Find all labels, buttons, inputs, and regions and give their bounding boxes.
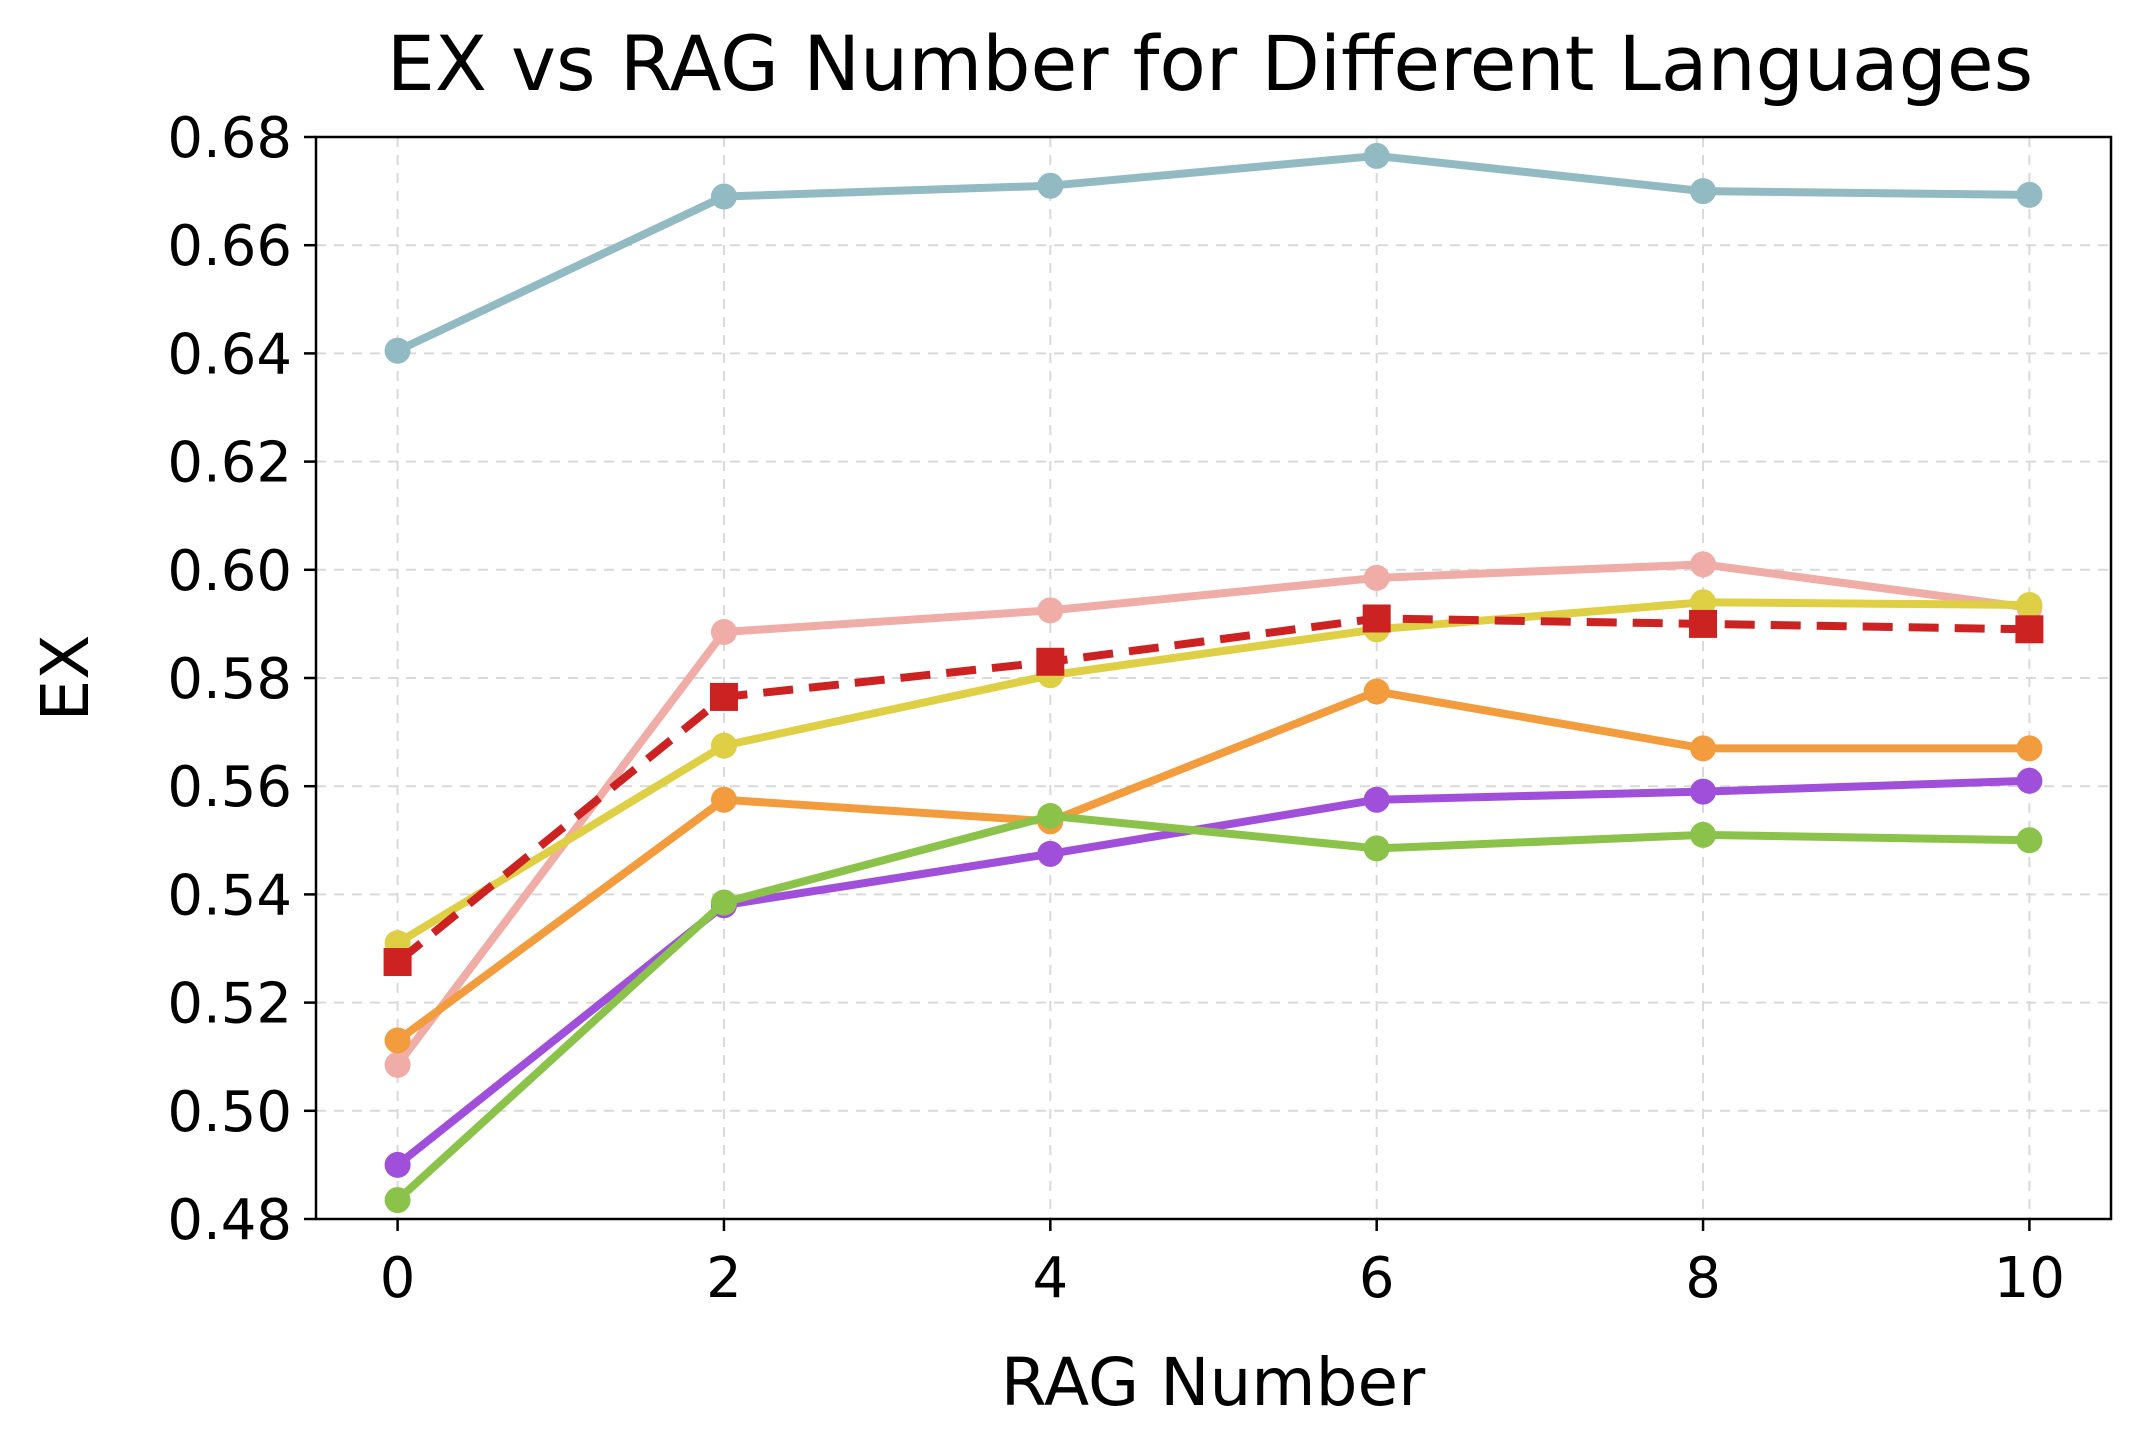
data-point	[384, 337, 411, 364]
data-point	[384, 1151, 411, 1178]
data-point	[710, 183, 737, 210]
data-point	[1690, 589, 1717, 616]
data-point	[1037, 172, 1064, 199]
y-tick-label: 0.58	[167, 647, 292, 712]
series-5	[384, 802, 2043, 1214]
series-3	[384, 678, 2043, 1054]
data-point	[1363, 564, 1390, 591]
y-tick-label: 0.56	[167, 755, 292, 820]
data-point	[710, 889, 737, 916]
series-line	[393, 151, 2034, 355]
data-point	[2015, 615, 2044, 644]
data-point	[710, 786, 737, 813]
data-point	[709, 682, 738, 711]
data-point	[1363, 678, 1390, 705]
series-line	[393, 811, 2034, 1205]
series-1	[384, 551, 2043, 1078]
data-point	[1363, 786, 1390, 813]
data-point	[384, 1051, 411, 1078]
series-layer	[383, 142, 2044, 1214]
data-point	[1037, 802, 1064, 829]
data-point	[2016, 767, 2043, 794]
x-axis-title: RAG Number	[1001, 1344, 1426, 1421]
data-point	[2016, 591, 2043, 618]
y-tick-label: 0.66	[167, 214, 292, 279]
plot-frame	[314, 135, 2113, 1221]
data-point	[1689, 609, 1718, 638]
series-line	[393, 560, 2034, 1069]
y-tick-label: 0.60	[167, 539, 292, 604]
data-point	[1363, 835, 1390, 862]
y-tick-label: 0.64	[167, 322, 292, 387]
data-point	[1690, 551, 1717, 578]
data-point	[1037, 597, 1064, 624]
series-0	[384, 142, 2043, 364]
data-point	[1690, 178, 1717, 205]
grid	[316, 136, 2111, 1220]
x-tick-label: 0	[380, 1246, 416, 1311]
x-tick-label: 6	[1359, 1246, 1395, 1311]
data-point	[1690, 735, 1717, 762]
y-tick-label: 0.54	[167, 863, 292, 928]
data-point	[1363, 142, 1390, 169]
x-tick-label: 2	[706, 1246, 742, 1311]
series-6	[383, 604, 2044, 977]
data-point	[384, 1187, 411, 1214]
data-point	[1036, 647, 1065, 676]
data-point	[1690, 821, 1717, 848]
x-axis: 0 2 4 6 8 10	[380, 1219, 2065, 1311]
data-point	[2016, 735, 2043, 762]
data-point	[384, 1027, 411, 1054]
data-point	[1037, 840, 1064, 867]
y-axis-title: EX	[27, 635, 104, 722]
series-line	[395, 614, 2030, 966]
data-point	[1362, 604, 1391, 633]
y-tick-label: 0.68	[167, 106, 292, 171]
x-tick-label: 8	[1685, 1246, 1721, 1311]
data-point	[710, 619, 737, 646]
y-tick-label: 0.52	[167, 972, 292, 1037]
y-tick-label: 0.48	[167, 1188, 292, 1253]
y-tick-label: 0.62	[167, 431, 292, 496]
data-point	[2016, 827, 2043, 854]
x-tick-label: 10	[1994, 1246, 2065, 1311]
series-line	[393, 687, 2034, 1045]
y-tick-label: 0.50	[167, 1080, 292, 1145]
y-axis: 0.48 0.50 0.52 0.54 0.56 0.58 0.60 0.62 0.64 0.66…	[167, 106, 316, 1253]
series-line	[393, 598, 2034, 948]
chart-title: EX vs RAG Number for Different Languages	[387, 19, 2033, 108]
data-point	[2016, 181, 2043, 208]
x-tick-label: 4	[1032, 1246, 1068, 1311]
data-point	[1690, 778, 1717, 805]
data-point	[710, 732, 737, 759]
data-point	[383, 948, 412, 977]
